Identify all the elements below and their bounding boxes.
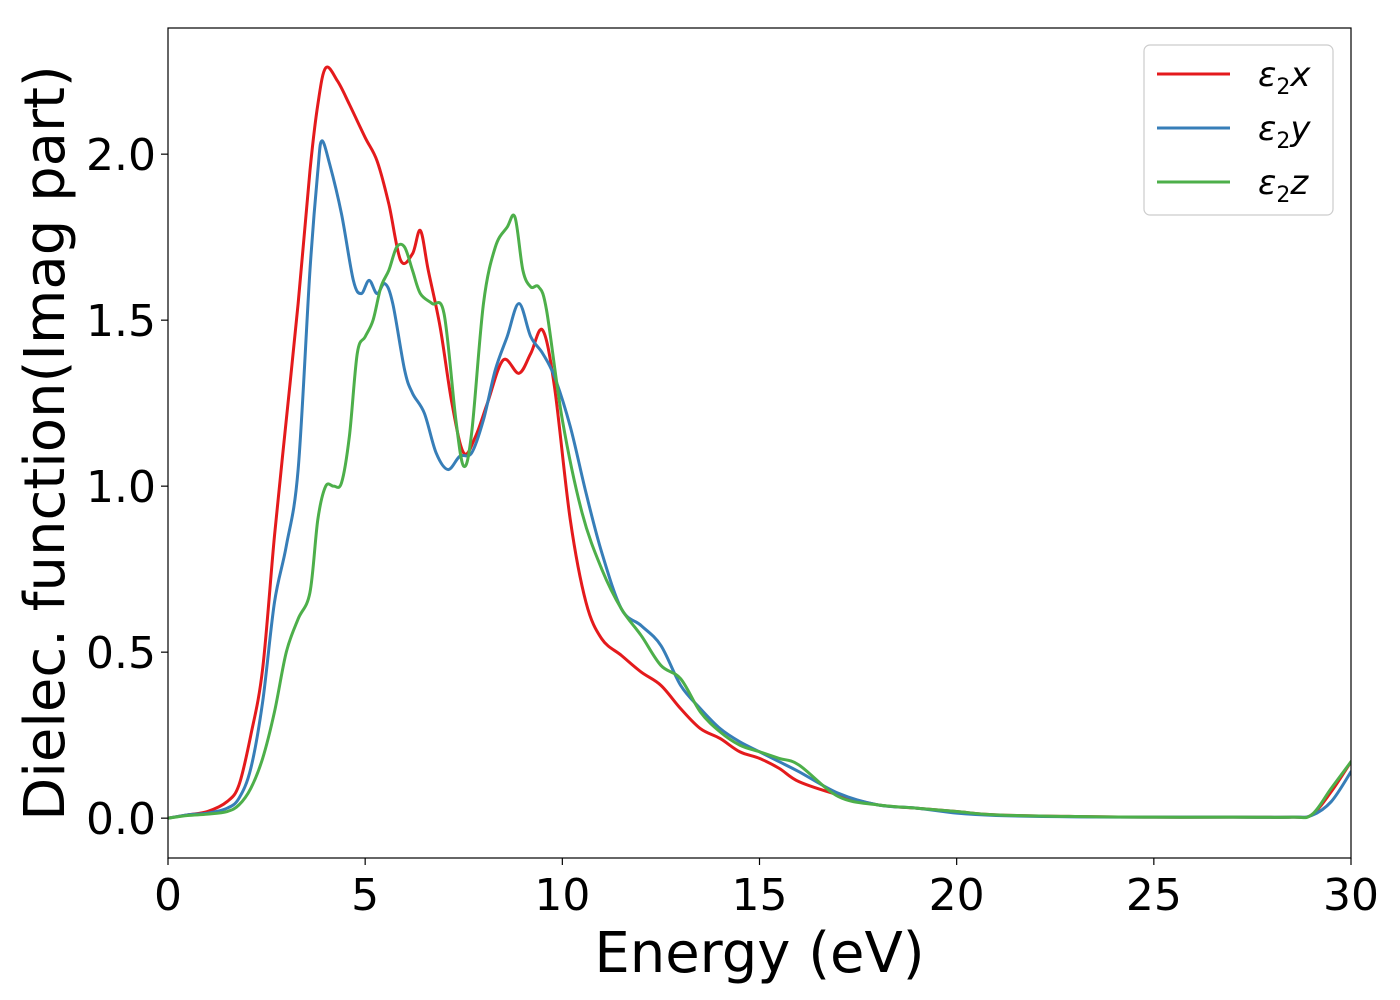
y-axis-ticks: 0.0 0.5 1.0 1.5 2.0 xyxy=(86,130,168,845)
series-line-z xyxy=(168,213,1351,820)
y-tick-label: 1.0 xyxy=(86,462,156,513)
x-tick-label: 25 xyxy=(1126,870,1182,921)
y-axis-label: Dielec. function(Imag part) xyxy=(13,65,78,821)
x-tick-label: 10 xyxy=(534,870,590,921)
legend-label-z: ε2z xyxy=(1258,163,1309,208)
legend-label-x: ε2x xyxy=(1258,55,1311,100)
x-tick-label: 30 xyxy=(1323,870,1379,921)
legend-box xyxy=(1143,44,1334,216)
y-tick-label: 1.5 xyxy=(86,296,156,347)
legend: ε2x ε2y ε2z xyxy=(1143,44,1334,216)
x-tick-label: 5 xyxy=(351,870,379,921)
y-tick-label: 2.0 xyxy=(86,130,156,181)
plot-lines xyxy=(168,65,1351,820)
y-tick-label: 0.0 xyxy=(86,794,156,845)
x-axis-ticks: 0 5 10 15 20 25 30 xyxy=(154,858,1379,921)
x-tick-label: 15 xyxy=(732,870,788,921)
x-tick-label: 20 xyxy=(929,870,985,921)
y-tick-label: 0.5 xyxy=(86,628,156,679)
x-tick-label: 0 xyxy=(154,870,182,921)
x-axis-label: Energy (eV) xyxy=(594,921,924,986)
legend-label-y: ε2y xyxy=(1258,109,1311,154)
